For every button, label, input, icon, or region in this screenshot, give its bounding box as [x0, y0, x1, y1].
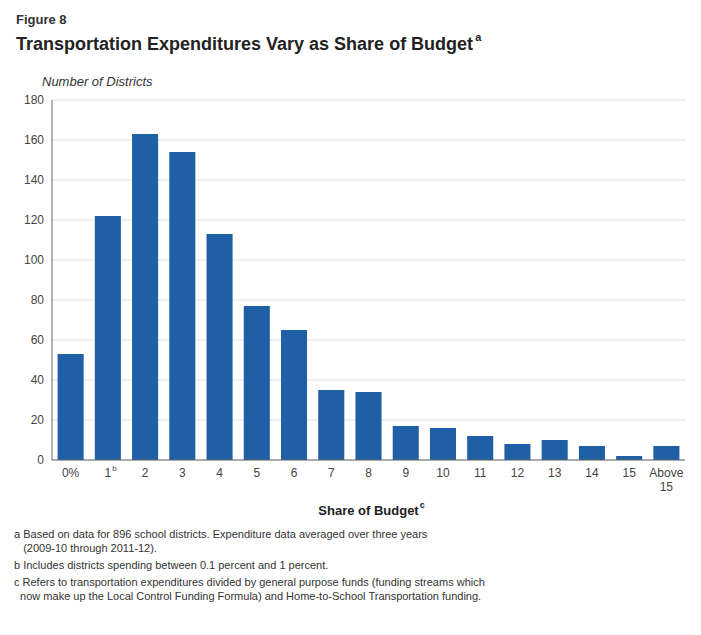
- text-line: 14: [585, 466, 599, 480]
- x-tick-label: 2: [142, 466, 149, 480]
- text-line: 15: [622, 466, 636, 480]
- text-line: (2009-10 through 2011-12).: [14, 542, 157, 554]
- text-line: 0%: [62, 466, 80, 480]
- x-tick-label: 0%: [62, 466, 80, 480]
- bar: [58, 354, 84, 460]
- x-tick-label: 1: [105, 466, 112, 480]
- bar: [504, 444, 530, 460]
- text-line: 13: [548, 466, 562, 480]
- x-tick-superscript: b: [112, 464, 117, 473]
- text-line: 15: [660, 480, 674, 494]
- bar: [542, 440, 568, 460]
- y-tick-label: 40: [31, 373, 45, 387]
- bar: [244, 306, 270, 460]
- footnote: b Includes districts spending between 0.…: [14, 559, 328, 571]
- bar: [579, 446, 605, 460]
- chart: Figure 8 Transportation Expenditures Vary…: [0, 0, 701, 635]
- figure-label: Figure 8: [16, 12, 67, 27]
- text-line: 1: [105, 466, 112, 480]
- text-line: 7: [328, 466, 335, 480]
- title: Transportation Expenditures Vary as Shar…: [16, 34, 473, 54]
- grid: [52, 100, 685, 460]
- bar: [207, 234, 233, 460]
- bar: [132, 134, 158, 460]
- y-axis-label: Number of Districts: [42, 74, 153, 89]
- bar: [355, 392, 381, 460]
- bar: [616, 456, 642, 460]
- text-line: a Based on data for 896 school districts…: [14, 528, 428, 540]
- text-line: 10: [436, 466, 450, 480]
- x-tick-label: 15: [622, 466, 636, 480]
- x-tick-label: 11: [474, 466, 487, 480]
- grid-line: [52, 460, 685, 461]
- footnote: c Refers to transportation expenditures …: [14, 576, 485, 602]
- x-tick-label: 13: [548, 466, 562, 480]
- text-line: 8: [365, 466, 372, 480]
- y-axis-line: [52, 100, 53, 460]
- y-tick-label: 140: [24, 173, 44, 187]
- bar: [169, 152, 195, 460]
- x-tick-label: 10: [436, 466, 450, 480]
- x-tick-label: 4: [216, 466, 223, 480]
- x-axis-label: Share of Budget: [318, 503, 419, 518]
- text-line: 9: [402, 466, 409, 480]
- bar: [95, 216, 121, 460]
- title-superscript: a: [475, 31, 482, 43]
- x-axis-line: [52, 460, 685, 461]
- y-tick-label: 60: [31, 333, 45, 347]
- y-tick-label: 120: [24, 213, 44, 227]
- x-tick-label: 3: [179, 466, 186, 480]
- y-tick-label: 20: [31, 413, 45, 427]
- text-line: c Refers to transportation expenditures …: [14, 576, 485, 588]
- x-axis-label-superscript: c: [420, 500, 425, 510]
- x-tick-label: 9: [402, 466, 409, 480]
- grid-line: [52, 100, 685, 101]
- x-tick-label: 6: [291, 466, 298, 480]
- text-line: b Includes districts spending between 0.…: [14, 559, 328, 571]
- y-tick-label: 0: [37, 453, 44, 467]
- footnote: a Based on data for 896 school districts…: [14, 528, 428, 554]
- bars: [58, 134, 680, 460]
- x-tick-label: 5: [253, 466, 260, 480]
- text-line: 5: [253, 466, 260, 480]
- x-tick-label: 7: [328, 466, 335, 480]
- text-line: 3: [179, 466, 186, 480]
- x-tick-label: 14: [585, 466, 599, 480]
- bar: [467, 436, 493, 460]
- bar: [318, 390, 344, 460]
- bar: [281, 330, 307, 460]
- x-tick-label: Above15: [649, 466, 683, 494]
- text-line: 12: [511, 466, 525, 480]
- y-tick-label: 180: [24, 93, 44, 107]
- bar: [430, 428, 456, 460]
- y-tick-label: 160: [24, 133, 44, 147]
- text-line: Above: [649, 466, 683, 480]
- bar: [653, 446, 679, 460]
- y-tick-label: 80: [31, 293, 45, 307]
- text-line: 6: [291, 466, 298, 480]
- y-tick-label: 100: [24, 253, 44, 267]
- text-line: 2: [142, 466, 149, 480]
- x-tick-label: 8: [365, 466, 372, 480]
- text-line: 11: [474, 466, 487, 480]
- text-line: now make up the Local Control Funding Fo…: [14, 590, 481, 602]
- bar: [393, 426, 419, 460]
- text-line: 4: [216, 466, 223, 480]
- x-tick-label: 12: [511, 466, 525, 480]
